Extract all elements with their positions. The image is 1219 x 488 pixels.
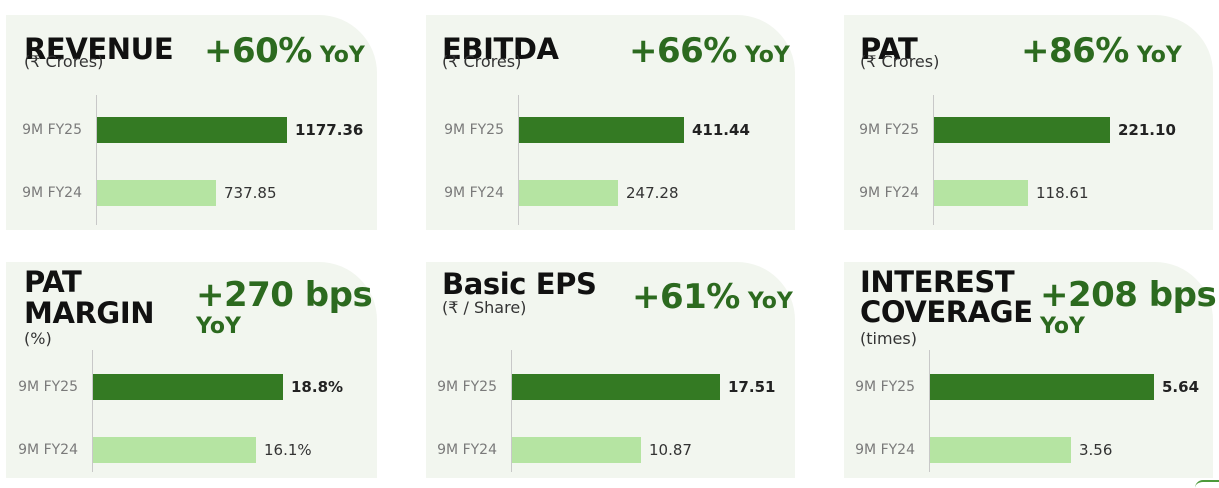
value-label: 3.56 [1079,441,1113,459]
growth-suffix: YoY [747,289,793,314]
bar-fy24 [93,437,256,463]
value-label: 221.10 [1118,121,1176,139]
chart-axis [929,350,930,472]
kpi-card: PAT (₹ Crores) +86% YoY 9M FY25 221.10 9M FY24… [844,15,1213,230]
card-unit: (₹ Crores) [24,52,104,71]
card-title: EBITDA [442,32,559,66]
card-unit: (%) [24,329,52,348]
growth-value: +60% [204,31,312,71]
growth-value: +208 bps [1040,275,1217,315]
category-label: 9M FY24 [444,185,504,201]
value-label: 17.51 [728,378,776,396]
growth-value: +86% [1021,31,1129,71]
bar-fy25 [934,117,1110,143]
chart-axis [933,95,934,225]
value-label: 737.85 [224,184,277,202]
card-unit: (₹ Crores) [442,52,522,71]
category-label: 9M FY25 [859,122,919,138]
chart-axis [518,95,519,225]
category-label: 9M FY25 [22,122,82,138]
card-title: COVERAGE [860,295,1033,329]
category-label: 9M FY24 [859,185,919,201]
bar-fy24 [930,437,1071,463]
kpi-card: PAT MARGIN (%) +270 bps YoY 9M FY25 18.8% 9M FY… [6,262,377,478]
value-label: 118.61 [1036,184,1089,202]
kpi-card: Basic EPS (₹ / Share) +61% YoY 9M FY25 17.51 9… [426,262,795,478]
chart-axis [96,95,97,225]
chart-axis [92,350,93,472]
value-label: 16.1% [264,441,312,459]
bar-fy24 [97,180,216,206]
growth-indicator: +208 bps YoY [1040,275,1217,339]
card-title: Basic EPS [442,267,597,301]
growth-suffix: YoY [319,43,365,68]
bar-fy25 [93,374,283,400]
card-title: PAT [24,265,82,299]
category-label: 9M FY25 [855,379,915,395]
value-label: 5.64 [1162,378,1200,396]
growth-value: +66% [629,31,737,71]
category-label: 9M FY24 [18,442,78,458]
category-label: 9M FY25 [18,379,78,395]
bar-fy25 [519,117,684,143]
corner-decoration [1195,480,1219,488]
growth-indicator: +66% YoY [629,34,790,68]
growth-indicator: +86% YoY [1021,34,1182,68]
value-label: 411.44 [692,121,750,139]
kpi-card: REVENUE (₹ Crores) +60% YoY 9M FY25 1177.36 9M… [6,15,377,230]
growth-value: +270 bps [196,275,373,315]
category-label: 9M FY25 [437,379,497,395]
card-unit: (₹ / Share) [442,298,527,317]
kpi-card: EBITDA (₹ Crores) +66% YoY 9M FY25 411.44 9M F… [426,15,795,230]
bar-fy25 [930,374,1154,400]
card-title: PAT [860,32,918,66]
growth-indicator: +60% YoY [204,34,365,68]
chart-axis [511,350,512,472]
value-label: 1177.36 [295,121,364,139]
card-unit: (₹ Crores) [860,52,940,71]
growth-suffix: YoY [196,314,241,339]
category-label: 9M FY24 [22,185,82,201]
card-title: INTEREST [860,265,1015,299]
category-label: 9M FY25 [444,122,504,138]
category-label: 9M FY24 [855,442,915,458]
growth-suffix: YoY [1136,43,1182,68]
growth-suffix: YoY [1040,314,1085,339]
value-label: 10.87 [649,441,692,459]
growth-suffix: YoY [744,43,790,68]
card-title: REVENUE [24,32,174,66]
card-unit: (times) [860,329,917,348]
value-label: 247.28 [626,184,679,202]
bar-fy25 [512,374,720,400]
growth-value: +61% [632,277,740,317]
category-label: 9M FY24 [437,442,497,458]
growth-indicator: +270 bps YoY [196,275,373,339]
value-label: 18.8% [291,378,344,396]
bar-fy24 [934,180,1028,206]
bar-fy25 [97,117,287,143]
bar-fy24 [512,437,641,463]
card-title: MARGIN [24,296,155,330]
growth-indicator: +61% YoY [632,280,793,314]
kpi-card: INTEREST COVERAGE (times) +208 bps YoY 9M FY2… [844,262,1217,478]
bar-fy24 [519,180,618,206]
